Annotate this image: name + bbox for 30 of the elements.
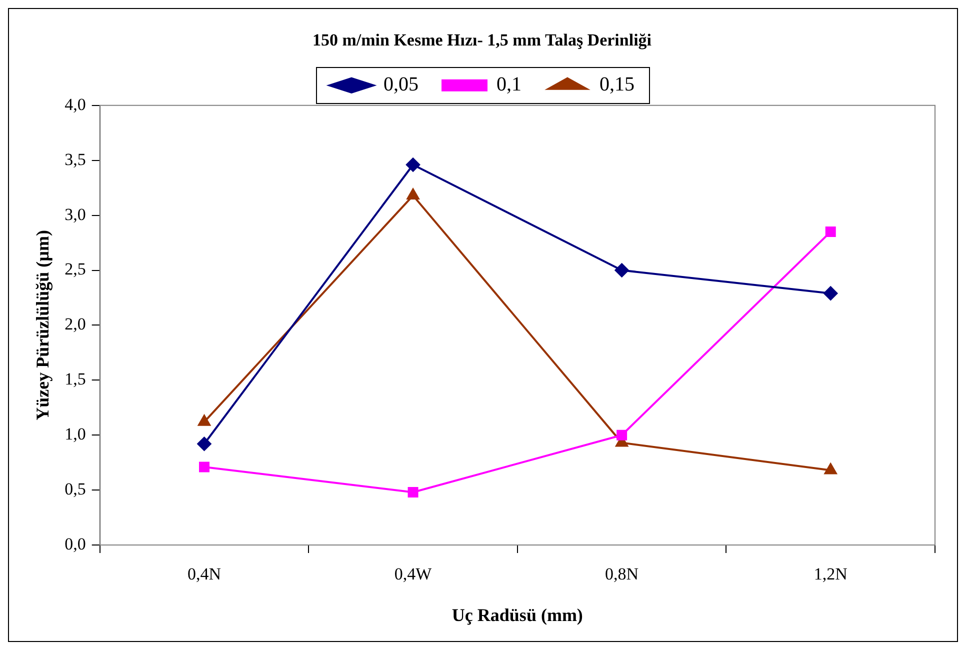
y-tick-label: 2,5 — [64, 260, 86, 279]
x-axis-title: Uç Radüsü (mm) — [452, 604, 583, 625]
y-tick-label: 0,5 — [64, 480, 86, 499]
point — [197, 436, 212, 451]
x-tick-label: 0,8N — [605, 564, 639, 584]
x-tick-label: 0,4W — [394, 564, 433, 584]
legend-label: 0,1 — [496, 74, 522, 96]
y-tick-label: 4,0 — [64, 94, 86, 114]
y-tick-label: 3,0 — [64, 204, 86, 224]
point — [824, 463, 837, 474]
point — [199, 462, 210, 472]
x-tick-label: 0,4N — [187, 564, 222, 584]
x-tick-label: 1,2N — [814, 564, 848, 584]
point — [198, 414, 210, 426]
point — [616, 430, 628, 440]
y-tick-label: 2,0 — [64, 314, 86, 334]
chart-title: 150 m/min Kesme Hızı- 1,5 mm Talaş Derinliği — [312, 30, 652, 50]
y-tick-label: 3,5 — [64, 150, 86, 169]
point — [408, 487, 418, 498]
point — [406, 188, 420, 200]
legend-label: 0,05 — [384, 74, 418, 96]
point — [824, 286, 838, 300]
y-axis-title: Yüzey Pürüzlülüğü (µm) — [32, 230, 52, 420]
point — [825, 226, 836, 238]
point — [406, 158, 420, 172]
legend-label: 0,15 — [600, 74, 634, 96]
y-tick-label: 1,0 — [64, 424, 86, 444]
y-tick-label: 0,0 — [64, 534, 86, 554]
y-tick-label: 1,5 — [64, 370, 86, 389]
point — [614, 263, 629, 278]
